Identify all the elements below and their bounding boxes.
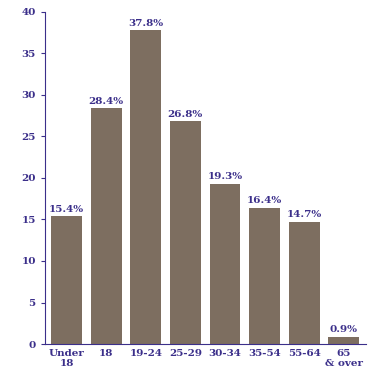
Text: 15.4%: 15.4% — [49, 204, 84, 213]
Bar — [249, 208, 280, 344]
Text: 16.4%: 16.4% — [247, 196, 282, 205]
Text: 0.9%: 0.9% — [330, 325, 358, 334]
Bar — [130, 30, 161, 344]
Bar — [289, 222, 320, 344]
Bar — [170, 121, 201, 344]
Bar — [91, 108, 122, 344]
Bar — [51, 216, 82, 344]
Text: 14.7%: 14.7% — [286, 210, 322, 219]
Text: 26.8%: 26.8% — [168, 110, 203, 119]
Bar — [210, 184, 240, 344]
Text: 37.8%: 37.8% — [128, 18, 163, 27]
Text: 19.3%: 19.3% — [207, 172, 242, 181]
Bar — [328, 337, 359, 344]
Text: 28.4%: 28.4% — [88, 97, 124, 106]
